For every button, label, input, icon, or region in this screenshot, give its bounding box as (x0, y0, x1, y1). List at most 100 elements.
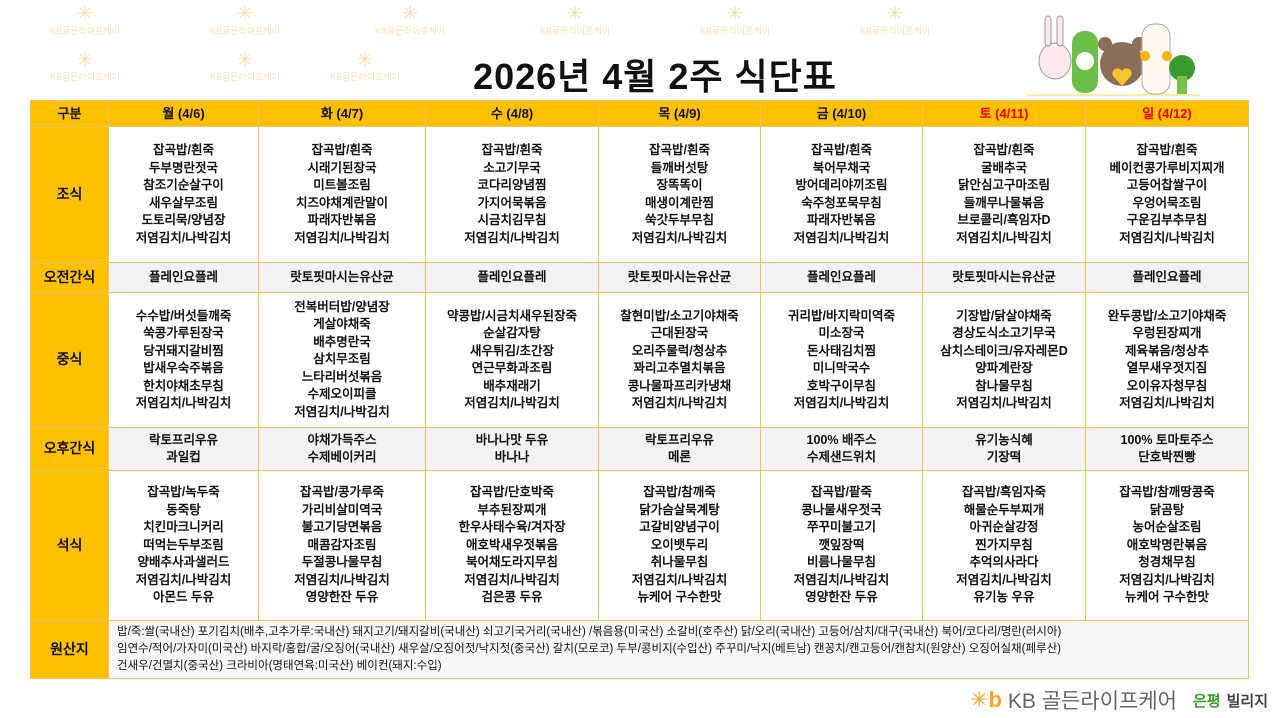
menu-item: 치킨마크니커리 (143, 520, 224, 535)
column-header: 구분 (30, 100, 109, 127)
menu-item: 저염김치/나박김치 (135, 230, 232, 245)
menu-cell: 플레인요플레 (425, 262, 599, 293)
menu-item: 저염김치/나박김치 (464, 572, 560, 587)
origin-row: 원산지 밥/죽:쌀(국내산) 포기김치(배추,고추가루:국내산) 돼지고기/돼지갈… (30, 620, 1249, 679)
menu-item: 들깨무나물볶음 (963, 195, 1045, 210)
column-header: 목 (4/9) (598, 100, 761, 127)
menu-item: 잡곡밥/흰죽 (481, 143, 543, 157)
menu-cell: 랏토핏마시는유산균 (258, 262, 426, 293)
menu-item: 잡곡밥/콩가루죽 (300, 485, 384, 500)
origin-line: 임연수/적어/가자미(미국산) 바지락/홍합/굴/오징어(국내산) 새우살/오징… (117, 643, 1062, 655)
menu-cell: 잡곡밥/흰죽 들깨버섯탕 장똑똑이 매생이계란찜 쑥갓두부무침 저염김치/나박김치 (598, 126, 761, 263)
menu-cell: 플레인요플레 (760, 262, 923, 293)
meal-label: 조식 (30, 126, 109, 263)
origin-label: 원산지 (30, 620, 109, 679)
menu-cell: 100% 배주스 수제샌드위치 (760, 427, 923, 471)
menu-item: 저염김치/나박김치 (294, 230, 390, 245)
menu-item: 아귀순살강정 (969, 520, 1039, 535)
menu-item: 시래기된장국 (307, 160, 377, 175)
menu-item: 저염김치/나박김치 (793, 230, 890, 245)
menu-cell: 잡곡밥/흑임자죽 해물순두부찌개 아귀순살강정 찐가지무침 추억의사라다 저염김치/나박김… (922, 470, 1086, 621)
menu-item: 저염김치/나박김치 (464, 396, 560, 410)
menu-item: 닭가슴살묵계탕 (639, 502, 720, 517)
menu-cell: 잡곡밥/흰죽 북어무채국 방어데리야끼조림 숙주청포묵무침 파래자반볶음 저염김치/나박김… (760, 126, 923, 263)
menu-cell: 찰현미밥/소고기야채죽 근대된장국 오리주물럭/청상추 꽈리고추멸치볶음 콩나물파프리카… (598, 292, 761, 428)
menu-item: 잡곡밥/흰죽 (973, 143, 1035, 157)
menu-item: 쑥콩가루된장국 (143, 326, 224, 340)
column-header: 수 (4/8) (425, 100, 599, 127)
column-header: 화 (4/7) (258, 100, 426, 127)
menu-item: 시금치김무침 (477, 213, 547, 227)
menu-item: 매생이계란찜 (644, 195, 714, 210)
menu-item: 단호박찐빵 (1138, 450, 1196, 464)
meal-row: 중식 수수밥/버섯들깨죽 쑥콩가루된장국 당귀돼지갈비찜 밥새우숙주볶음 한치야채초무침 저… (30, 292, 1249, 428)
menu-item: 플레인요플레 (148, 269, 218, 284)
menu-item: 미소장국 (818, 326, 865, 340)
menu-cell: 수수밥/버섯들깨죽 쑥콩가루된장국 당귀돼지갈비찜 밥새우숙주볶음 한치야채초무침 저염김… (108, 292, 259, 428)
menu-cell: 잡곡밥/참깨땅콩죽 닭곰탕 농어순살조림 애호박명란볶음 청경채무침 저염김치/나박김치 뉴… (1085, 470, 1249, 621)
watermark: ✳ KB골든라이프케어 (700, 3, 770, 36)
menu-item: 저염김치/나박김치 (631, 572, 728, 587)
menu-item: 유기농식혜 (975, 432, 1033, 447)
menu-item: 새우튀김/초간장 (470, 343, 554, 358)
menu-item: 영양한잔 두유 (305, 590, 379, 605)
menu-item: 도토리묵/양념장 (141, 213, 226, 227)
menu-item: 미트볼조림 (313, 178, 371, 192)
menu-item: 방어데리야끼조림 (795, 178, 888, 192)
origin-line: 건새우/건멸치(중국산) 크라비아(명태연육:미국산) 베이컨(돼지:수입) (117, 660, 442, 672)
origin-line: 밥/죽:쌀(국내산) 포기김치(배추,고추가루:국내산) 돼지고기/돼지갈비(국… (117, 626, 1062, 638)
menu-cell: 잡곡밥/팥죽 콩나물새우젓국 쭈꾸미불고기 깻잎장떡 비름나물무침 저염김치/나박김치 영양… (760, 470, 923, 621)
menu-item: 꽈리고추멸치볶음 (633, 361, 726, 375)
menu-item: 100% 배주스 (806, 432, 877, 447)
menu-item: 애호박새우젓볶음 (465, 537, 558, 552)
watermark: ✳ KB골든라이프케어 (375, 3, 445, 36)
menu-cell: 잡곡밥/흰죽 두부명란젓국 참조기순살구이 새우살무조림 도토리묵/양념장 저염김치/나박… (108, 126, 259, 263)
kb-logo-icon: ✳︎b (970, 687, 1002, 712)
menu-item: 영양한잔 두유 (805, 590, 878, 605)
menu-item: 굴배추국 (980, 160, 1027, 175)
menu-item: 양파계란장 (975, 361, 1033, 375)
menu-item: 북어채도라지무침 (465, 555, 558, 570)
watermark: ✳ KB골든라이프케어 (210, 3, 280, 36)
menu-item: 돈사태김치찜 (806, 343, 876, 358)
menu-item: 완두콩밥/소고기야채죽 (1107, 308, 1227, 323)
menu-item: 저염김치/나박김치 (294, 572, 390, 587)
watermark: ✳ KB골든라이프케어 (50, 49, 120, 82)
menu-item: 야채가득주스 (307, 432, 377, 447)
menu-item: 불고기당면볶음 (301, 520, 383, 535)
menu-item: 잡곡밥/흰죽 (1136, 143, 1198, 157)
menu-item: 매콤감자조림 (307, 537, 377, 552)
menu-item: 우엉어묵조림 (1132, 195, 1202, 210)
menu-item: 떠먹는두부조림 (143, 537, 224, 552)
menu-item: 오리주물럭/청상추 (631, 343, 728, 358)
menu-item: 플레인요플레 (1132, 269, 1202, 284)
menu-item: 배추재래기 (483, 378, 541, 393)
meal-label: 중식 (30, 292, 109, 428)
meal-row: 조식 잡곡밥/흰죽 두부명란젓국 참조기순살구이 새우살무조림 도토리묵/양념장 저염김치/… (30, 126, 1249, 263)
menu-item: 잡곡밥/참깨죽 (643, 485, 716, 500)
menu-cell: 잡곡밥/단호박죽 부추된장찌개 한우사태수육/겨자장 애호박새우젓볶음 북어채도라지무침… (425, 470, 599, 621)
menu-item: 랏토핏마시는유산균 (627, 269, 732, 284)
menu-item: 바나나 (494, 450, 530, 464)
menu-item: 수제베이커리 (307, 450, 377, 464)
menu-cell: 플레인요플레 (108, 262, 259, 293)
menu-cell: 100% 토마토주스 단호박찐빵 (1085, 427, 1249, 471)
menu-item: 깻잎장떡 (818, 537, 865, 552)
menu-item: 참조기순살구이 (143, 178, 224, 192)
menu-cell: 완두콩밥/소고기야채죽 우렁된장찌개 제육볶음/청상추 열무새우젓지짐 오이유자청무침 저… (1085, 292, 1249, 428)
menu-item: 당귀돼지갈비찜 (143, 343, 224, 358)
menu-item: 호박구이무침 (806, 378, 876, 393)
menu-item: 새우살무조림 (148, 195, 218, 210)
menu-cell: 잡곡밥/흰죽 시래기된장국 미트볼조림 치즈야채계란말이 파래자반볶음 저염김치/나박김치 (258, 126, 426, 263)
menu-item: 수제오이피클 (307, 387, 377, 402)
menu-item: 한우사태수육/겨자장 (458, 520, 566, 535)
column-header: 월 (4/6) (108, 100, 259, 127)
menu-item: 밥새우숙주볶음 (143, 361, 224, 375)
menu-item: 근대된장국 (650, 326, 709, 340)
menu-item: 저염김치/나박김치 (793, 572, 890, 587)
menu-item: 추억의사라다 (969, 555, 1039, 570)
menu-item: 동죽탕 (166, 502, 201, 517)
menu-cell: 유기농식혜 기장떡 (922, 427, 1086, 471)
menu-item: 검은콩 두유 (481, 590, 543, 605)
